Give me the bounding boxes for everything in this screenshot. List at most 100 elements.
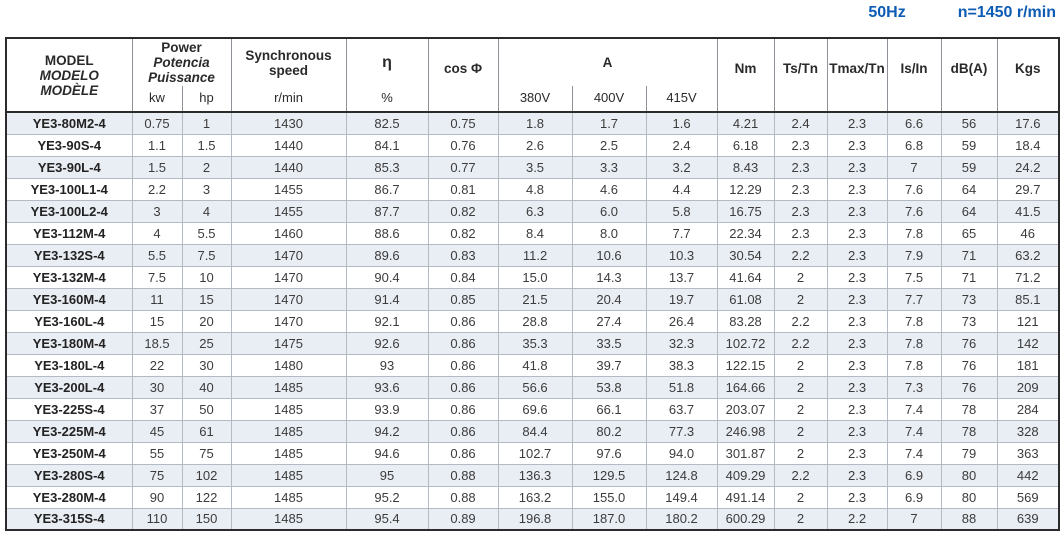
value-cell: 82.5	[345, 111, 429, 135]
value-cell: 95	[345, 463, 429, 487]
value-cell: 92.1	[345, 309, 429, 333]
value-cell: 0.86	[427, 397, 499, 421]
value-cell: 0.83	[427, 243, 499, 267]
value-cell: 7.4	[886, 397, 942, 421]
value-cell: 7	[886, 507, 942, 531]
value-cell: 73	[940, 287, 998, 311]
value-cell: 94.6	[345, 441, 429, 465]
model-label-fr: MODÈLE	[40, 82, 99, 98]
value-cell: 2.5	[571, 133, 647, 157]
value-cell: 7.7	[645, 221, 718, 245]
value-cell: 18.4	[996, 133, 1060, 157]
value-cell: 2.3	[826, 133, 888, 157]
value-cell: 41.5	[996, 199, 1060, 223]
value-cell: 93	[345, 353, 429, 377]
column-header-db: dB(A)	[940, 38, 998, 112]
value-cell: 0.86	[427, 353, 499, 377]
value-cell: 0.75	[131, 111, 183, 135]
table-row: YE3-250M-4 55 75 1485 94.6 0.86 102.7 97.6 94.0 3…	[5, 441, 1060, 465]
value-cell: 2	[773, 353, 828, 377]
value-cell: 110	[131, 507, 183, 531]
value-cell: 1475	[230, 331, 347, 355]
value-cell: 19.7	[645, 287, 718, 311]
value-cell: 121	[996, 309, 1060, 333]
value-cell: 46	[996, 221, 1060, 245]
value-cell: 76	[940, 353, 998, 377]
value-cell: 1485	[230, 463, 347, 487]
value-cell: 301.87	[716, 441, 775, 465]
value-cell: 21.5	[497, 287, 573, 311]
value-cell: 600.29	[716, 507, 775, 531]
value-cell: 7.4	[886, 419, 942, 443]
table-row: YE3-100L1-4 2.2 3 1455 86.7 0.81 4.8 4.6 4.4 12.2…	[5, 177, 1060, 201]
power-label-es: Potencia	[153, 55, 210, 70]
model-cell: YE3-112M-4	[5, 221, 133, 245]
value-cell: 95.2	[345, 485, 429, 509]
column-header-ts-tn: Ts/Tn	[773, 38, 828, 112]
value-cell: 136.3	[497, 463, 573, 487]
value-cell: 5.5	[181, 221, 232, 245]
column-header-power: Power Potencia Puissance	[131, 38, 232, 86]
value-cell: 1440	[230, 155, 347, 179]
value-cell: 2.3	[826, 155, 888, 179]
value-cell: 0.86	[427, 419, 499, 443]
value-cell: 39.7	[571, 353, 647, 377]
value-cell: 61.08	[716, 287, 775, 311]
value-cell: 7.5	[886, 265, 942, 289]
value-cell: 639	[996, 507, 1060, 531]
value-cell: 0.86	[427, 375, 499, 399]
value-cell: 149.4	[645, 485, 718, 509]
value-cell: 7.8	[886, 331, 942, 355]
value-cell: 2.3	[826, 243, 888, 267]
value-cell: 209	[996, 375, 1060, 399]
value-cell: 0.77	[427, 155, 499, 179]
value-cell: 27.4	[571, 309, 647, 333]
value-cell: 59	[940, 155, 998, 179]
value-cell: 20.4	[571, 287, 647, 311]
value-cell: 409.29	[716, 463, 775, 487]
value-cell: 30	[181, 353, 232, 377]
value-cell: 13.7	[645, 265, 718, 289]
value-cell: 0.88	[427, 463, 499, 487]
model-cell: YE3-180L-4	[5, 353, 133, 377]
model-cell: YE3-280M-4	[5, 485, 133, 509]
value-cell: 30.54	[716, 243, 775, 267]
value-cell: 15.0	[497, 265, 573, 289]
value-cell: 2.3	[773, 177, 828, 201]
value-cell: 181	[996, 353, 1060, 377]
column-header-sync-speed: Synchronous speed	[230, 38, 347, 86]
table-row: YE3-90L-4 1.5 2 1440 85.3 0.77 3.5 3.3 3.2 8.43 2.…	[5, 155, 1060, 179]
value-cell: 56.6	[497, 375, 573, 399]
model-cell: YE3-80M2-4	[5, 111, 133, 135]
value-cell: 2.2	[773, 309, 828, 333]
value-cell: 1.8	[497, 111, 573, 135]
value-cell: 0.75	[427, 111, 499, 135]
model-label-es: MODELO	[39, 67, 99, 83]
value-cell: 1440	[230, 133, 347, 157]
value-cell: 66.1	[571, 397, 647, 421]
value-cell: 4	[131, 221, 183, 245]
value-cell: 2.3	[773, 155, 828, 179]
power-label-en: Power	[161, 40, 202, 55]
column-header-model: MODEL MODELO MODÈLE	[5, 38, 132, 112]
value-cell: 102	[181, 463, 232, 487]
value-cell: 12.29	[716, 177, 775, 201]
value-cell: 86.7	[345, 177, 429, 201]
value-cell: 2.2	[131, 177, 183, 201]
value-cell: 45	[131, 419, 183, 443]
value-cell: 2.3	[826, 111, 888, 135]
value-cell: 2.3	[826, 309, 888, 333]
value-cell: 91.4	[345, 287, 429, 311]
value-cell: 78	[940, 397, 998, 421]
value-cell: 50	[181, 397, 232, 421]
value-cell: 7.6	[886, 177, 942, 201]
table-row: YE3-132M-4 7.5 10 1470 90.4 0.84 15.0 14.3 13.7 4…	[5, 265, 1060, 289]
subheader-percent: %	[345, 86, 429, 112]
value-cell: 6.3	[497, 199, 573, 223]
value-cell: 2.3	[826, 287, 888, 311]
value-cell: 0.81	[427, 177, 499, 201]
value-cell: 90	[131, 485, 183, 509]
value-cell: 7.7	[886, 287, 942, 311]
value-cell: 88.6	[345, 221, 429, 245]
table-row: YE3-132S-4 5.5 7.5 1470 89.6 0.83 11.2 10.6 10.3…	[5, 243, 1060, 267]
